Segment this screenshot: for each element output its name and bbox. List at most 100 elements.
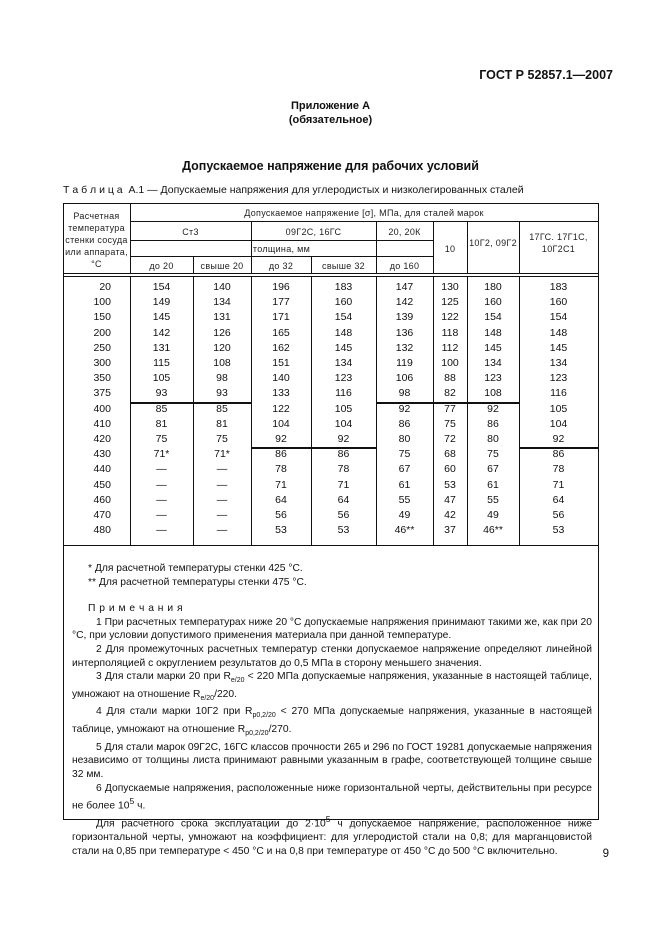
thickness-header-cell: свыше 32 — [322, 261, 365, 271]
stress-value-cell: 75 — [155, 433, 168, 445]
stress-value-cell: 75 — [216, 433, 228, 445]
stress-value-cell: 68 — [444, 448, 456, 461]
stress-value-cell: 86 — [275, 448, 287, 461]
stress-value-cell: 112 — [441, 341, 459, 354]
stress-value-cell: 49 — [487, 509, 499, 521]
stress-value-cell: 154 — [549, 311, 568, 324]
temperature-cell: 375 — [93, 387, 111, 400]
notes-title: П р и м е ч а н и я — [88, 603, 184, 615]
note-4: 4 Для стали марки 10Г2 при Rp0,2/20 < 27… — [72, 706, 592, 738]
stress-value-cell: 93 — [155, 387, 168, 400]
stress-value-cell: 86 — [552, 448, 565, 461]
temperature-cell: 250 — [93, 341, 111, 354]
resource-limit-line — [519, 447, 598, 450]
temperature-cell: 410 — [93, 417, 111, 430]
grade-header: 10Г2, 09Г2 — [469, 238, 517, 248]
temperature-cell: 350 — [93, 372, 111, 385]
note-3: 3 Для стали марки 20 при Re/20 < 220 МПа… — [72, 671, 593, 702]
stress-value-cell: 122 — [272, 402, 290, 415]
footnote-2: ** Для расчетной температуры стенки 475 … — [88, 576, 307, 588]
stress-value-cell: 105 — [152, 372, 171, 385]
note-5: 5 Для стали марок 09Г2С, 16ГС классов пр… — [72, 741, 592, 780]
stress-value-cell: 106 — [395, 372, 414, 385]
stress-value-cell: 92 — [552, 433, 565, 445]
stress-value-cell: 71* — [214, 448, 230, 461]
stress-value-cell: 71* — [153, 448, 170, 461]
grid-line — [193, 256, 194, 273]
stress-value-cell: 145 — [549, 341, 568, 354]
note-6: 6 Допускаемые напряжения, расположенные … — [72, 782, 592, 812]
thickness-header-cell: до 20 — [149, 261, 174, 271]
stress-value-cell: 71 — [337, 478, 350, 491]
stress-value-cell: 125 — [441, 296, 459, 309]
stress-value-cell: 53 — [552, 524, 565, 537]
grid-line — [376, 221, 377, 273]
stress-value-cell: 183 — [549, 281, 568, 293]
stress-value-cell: 108 — [484, 387, 502, 400]
stress-value-cell: 86 — [398, 417, 411, 430]
thickness-header: толщина, мм — [252, 244, 311, 254]
stress-value-cell: 154 — [334, 311, 353, 324]
stress-value-cell: 148 — [484, 326, 502, 339]
stress-value-cell: 134 — [549, 357, 568, 369]
stress-value-cell: 75 — [444, 417, 456, 430]
stress-value-cell: 123 — [549, 372, 568, 385]
temperature-cell: 300 — [93, 357, 111, 369]
stress-value-cell: 82 — [444, 387, 456, 400]
stress-value-cell: 46** — [483, 524, 503, 537]
stress-value-cell: 165 — [272, 326, 290, 339]
stress-value-cell: 171 — [272, 311, 290, 324]
stress-value-cell: 130 — [441, 281, 459, 293]
stress-value-cell: 81 — [216, 417, 228, 430]
temperature-cell: 420 — [93, 433, 111, 445]
temperature-cell: 200 — [93, 326, 111, 339]
stress-value-cell: 147 — [395, 281, 414, 293]
temperature-column-header: Расчетная температура стенки сосуда или апп… — [65, 211, 128, 269]
stress-value-cell: 180 — [484, 281, 502, 293]
note-2: 2 Для промежуточных расчетных температур… — [72, 643, 592, 669]
resource-limit-line — [130, 401, 251, 404]
stress-value-cell: 75 — [398, 448, 411, 461]
stress-value-cell: 160 — [484, 296, 502, 309]
stress-value-cell: 142 — [152, 326, 171, 339]
stress-header: Допускаемое напряжение [σ], МПа, для ста… — [244, 208, 484, 218]
stress-value-cell: 145 — [334, 341, 353, 354]
stress-value-cell: 134 — [213, 296, 231, 309]
stress-value-cell: 55 — [487, 493, 499, 506]
stress-value-cell: 120 — [213, 341, 231, 354]
stress-value-cell: 85 — [216, 402, 228, 415]
stress-value-cell: 183 — [334, 281, 353, 293]
temperature-cell: 450 — [93, 478, 111, 491]
stress-value-cell: — — [216, 524, 228, 537]
stress-value-cell: 49 — [398, 509, 411, 521]
stress-value-cell: 116 — [550, 387, 567, 400]
table-border — [598, 203, 599, 819]
grade-header: Ст3 — [182, 227, 199, 237]
stress-value-cell: — — [156, 478, 167, 491]
footnote-1: * Для расчетной температуры стенки 425 °… — [88, 563, 303, 574]
stress-value-cell: 131 — [152, 341, 171, 354]
stress-value-cell: 142 — [395, 296, 414, 309]
stress-value-cell: 86 — [337, 448, 350, 461]
stress-value-cell: 53 — [275, 524, 287, 537]
note-1: 1 При расчетных температурах ниже 20 °С … — [72, 616, 592, 642]
stress-value-cell: 145 — [484, 341, 502, 354]
stress-value-cell: — — [156, 524, 167, 537]
stress-value-cell: 92 — [487, 402, 499, 415]
page-number: 9 — [602, 848, 609, 860]
stress-value-cell: 92 — [275, 433, 287, 445]
note-7: Для расчетного срока эксплуатации до 2·1… — [72, 814, 592, 857]
grid-line — [130, 240, 433, 241]
grade-header: 17ГС. 17Г1С, 10Г2С1 — [529, 232, 588, 254]
stress-value-cell: 151 — [272, 357, 290, 369]
stress-value-cell: 108 — [213, 357, 231, 369]
resource-limit-line — [376, 401, 519, 404]
grid-line — [130, 203, 131, 273]
grid-line — [251, 276, 252, 545]
stress-value-cell: 42 — [444, 509, 456, 521]
grid-line — [433, 221, 434, 273]
stress-value-cell: 64 — [275, 493, 287, 506]
stress-value-cell: 154 — [152, 281, 171, 293]
stress-value-cell: 134 — [484, 357, 502, 369]
stress-value-cell: 78 — [275, 463, 287, 476]
